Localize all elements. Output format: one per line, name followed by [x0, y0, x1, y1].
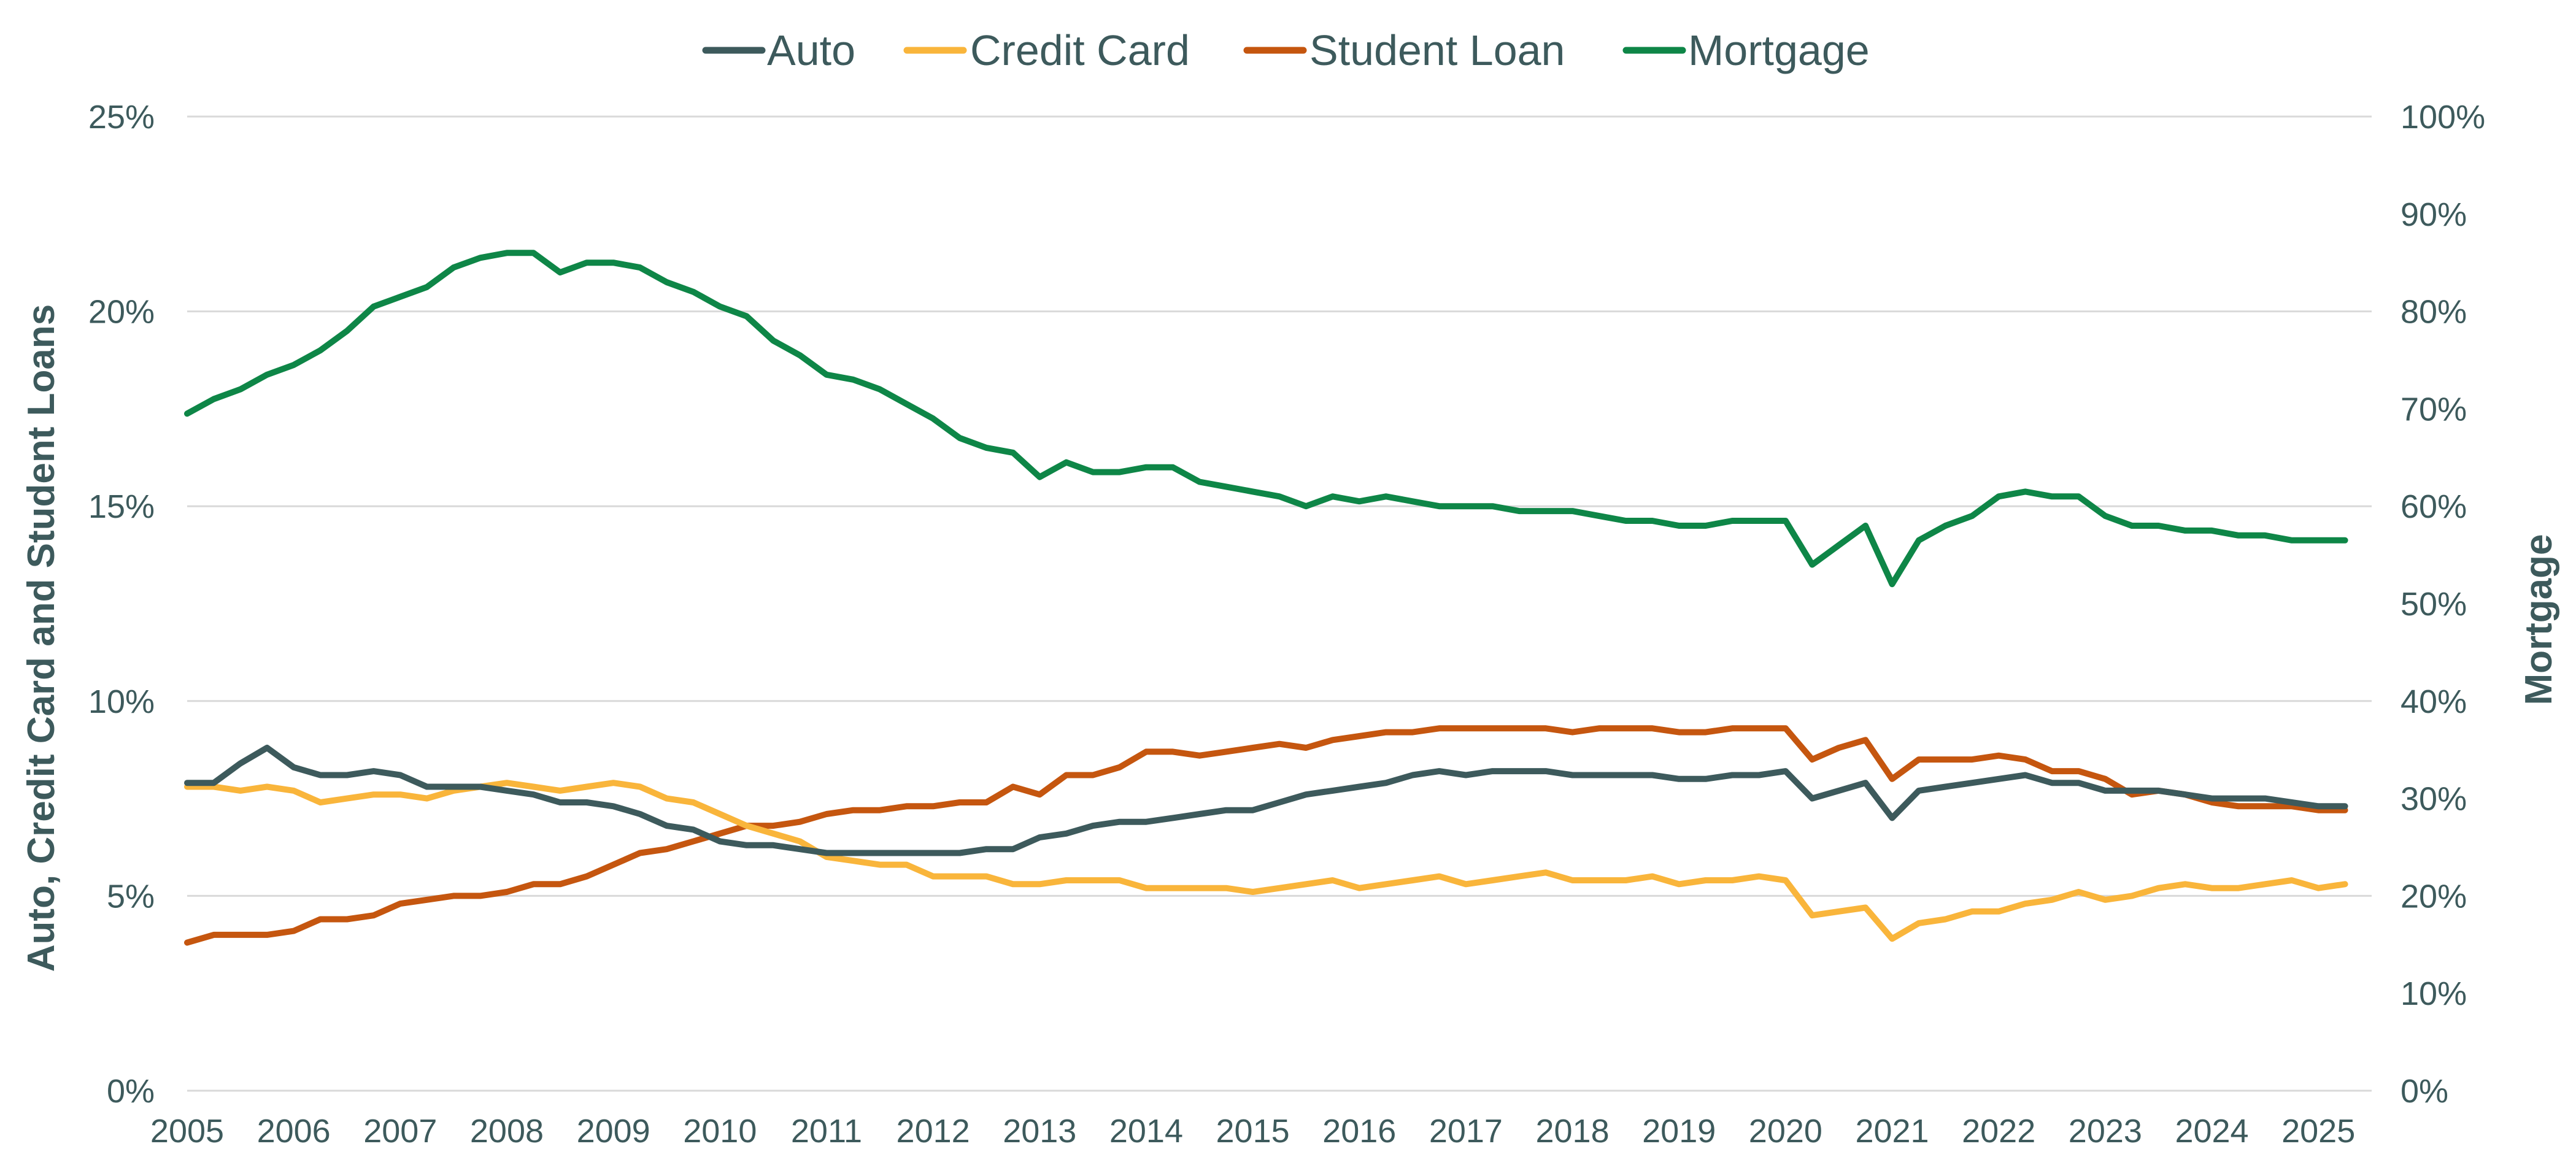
left-tick-label: 10% — [88, 683, 155, 720]
legend: Auto Credit Card Student Loan Mortgage — [702, 26, 1870, 74]
legend-label-mortgage: Mortgage — [1688, 26, 1870, 74]
legend-label-student-loan: Student Loan — [1309, 26, 1565, 74]
left-tick-label: 0% — [107, 1073, 155, 1110]
series-line-auto — [184, 745, 2348, 856]
right-tick-label: 60% — [2401, 488, 2467, 525]
x-tick-label: 2014 — [1109, 1113, 1183, 1150]
x-axis-ticks: 2005 2006 2007 2008 2009 2010 2011 2012 2013 2014… — [150, 1113, 2355, 1150]
left-axis-ticks: 0% 5% 10% 15% 20% 25% — [88, 99, 155, 1110]
x-tick-label: 2025 — [2281, 1113, 2355, 1150]
x-tick-label: 2024 — [2175, 1113, 2248, 1150]
left-axis-title: Auto, Credit Card and Student Loans — [20, 304, 63, 972]
x-tick-label: 2012 — [897, 1113, 970, 1150]
left-tick-label: 20% — [88, 294, 155, 331]
right-tick-label: 30% — [2401, 781, 2467, 818]
legend-label-credit-card: Credit Card — [970, 26, 1190, 74]
x-tick-label: 2023 — [2069, 1113, 2142, 1150]
right-axis-title: Mortgage — [2518, 534, 2560, 705]
series-line-mortgage — [184, 250, 2348, 588]
x-tick-label: 2021 — [1855, 1113, 1929, 1150]
right-tick-label: 40% — [2401, 683, 2467, 720]
right-tick-label: 100% — [2401, 99, 2485, 136]
right-tick-label: 10% — [2401, 975, 2467, 1012]
x-tick-label: 2017 — [1429, 1113, 1503, 1150]
right-tick-label: 90% — [2401, 196, 2467, 233]
x-tick-label: 2022 — [1962, 1113, 2035, 1150]
x-tick-label: 2006 — [257, 1113, 331, 1150]
legend-label-auto: Auto — [767, 26, 855, 74]
series-line-student-loan — [184, 725, 2348, 946]
right-tick-label: 70% — [2401, 391, 2467, 428]
grid — [187, 115, 2372, 1092]
right-tick-label: 80% — [2401, 294, 2467, 331]
x-tick-label: 2009 — [577, 1113, 650, 1150]
x-tick-label: 2018 — [1535, 1113, 1609, 1150]
x-tick-label: 2013 — [1003, 1113, 1076, 1150]
x-tick-label: 2019 — [1642, 1113, 1716, 1150]
x-tick-label: 2011 — [791, 1113, 862, 1150]
x-tick-label: 2015 — [1216, 1113, 1290, 1150]
left-tick-label: 5% — [107, 878, 155, 915]
x-tick-label: 2010 — [683, 1113, 757, 1150]
x-tick-label: 2020 — [1749, 1113, 1822, 1150]
x-tick-label: 2016 — [1322, 1113, 1396, 1150]
x-tick-label: 2007 — [363, 1113, 437, 1150]
right-tick-label: 20% — [2401, 878, 2467, 915]
x-tick-label: 2008 — [470, 1113, 544, 1150]
series-line-credit-card — [184, 780, 2348, 942]
series-lines — [184, 250, 2348, 946]
right-axis-ticks: 0% 10% 20% 30% 40% 50% 60% 70% 80% 90% 100% — [2401, 99, 2485, 1110]
left-tick-label: 25% — [88, 99, 155, 136]
left-tick-label: 15% — [88, 488, 155, 525]
x-tick-label: 2005 — [150, 1113, 224, 1150]
right-tick-label: 0% — [2401, 1073, 2448, 1110]
right-tick-label: 50% — [2401, 586, 2467, 623]
